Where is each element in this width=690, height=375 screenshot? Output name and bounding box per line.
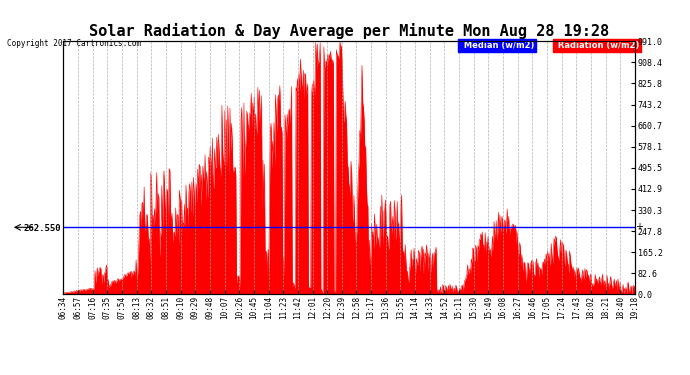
Text: Copyright 2017 Cartronics.com: Copyright 2017 Cartronics.com: [7, 39, 141, 48]
Text: +: +: [635, 222, 643, 232]
Text: Median (w/m2): Median (w/m2): [460, 41, 534, 50]
Text: Radiation (w/m2): Radiation (w/m2): [555, 41, 639, 50]
Title: Solar Radiation & Day Average per Minute Mon Aug 28 19:28: Solar Radiation & Day Average per Minute…: [89, 23, 609, 39]
